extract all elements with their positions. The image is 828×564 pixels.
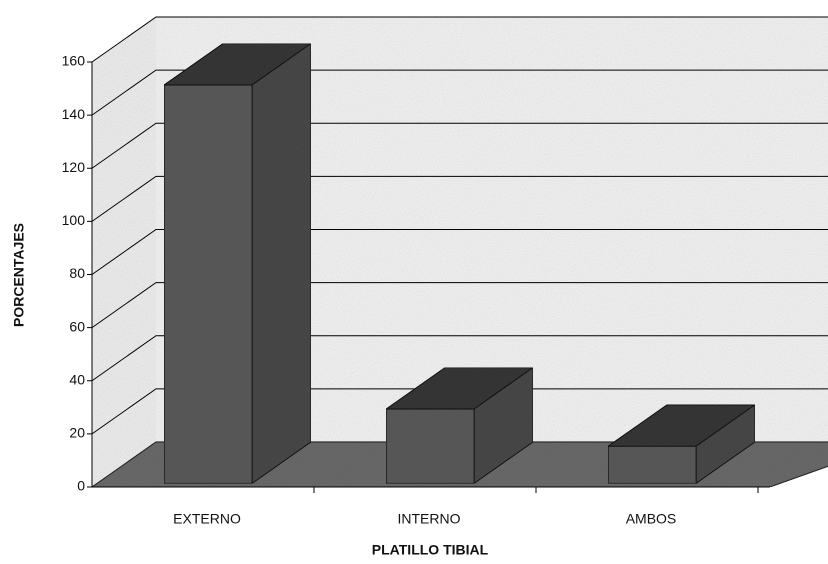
x-tick-label: EXTERNO (173, 511, 241, 527)
grid-line (91, 122, 828, 169)
grid-line (91, 69, 828, 116)
x-axis-title: PLATILLO TIBIAL (372, 542, 489, 558)
y-tick-label: 20 (69, 425, 85, 441)
plot-area: 0 20 40 60 80 100 120 140 160 (62, 16, 828, 494)
bar-front (385, 408, 475, 484)
y-tick-label: 120 (62, 159, 86, 175)
bar (384, 366, 535, 485)
x-tick-label: AMBOS (626, 511, 677, 527)
bar-front (163, 84, 253, 484)
grid-line (91, 16, 828, 63)
y-tick-label: 0 (77, 478, 85, 494)
grid-line (91, 335, 828, 382)
grid-line (91, 229, 828, 275)
grid-line (91, 388, 828, 435)
y-tick-label: 80 (69, 265, 85, 281)
grid-line (91, 175, 828, 222)
bar (606, 403, 757, 485)
y-tick-label: 140 (62, 106, 86, 122)
bar-front (607, 445, 697, 484)
x-tick-label: INTERNO (398, 511, 461, 527)
bar (162, 42, 313, 485)
y-tick-label: 60 (69, 318, 85, 334)
bar-side (251, 42, 312, 485)
y-tick-label: 40 (69, 371, 85, 387)
y-tick-label: 160 (62, 53, 86, 69)
y-axis-title: PORCENTAJES (11, 223, 27, 327)
y-tick-label: 100 (62, 212, 86, 228)
grid-line (91, 282, 828, 329)
